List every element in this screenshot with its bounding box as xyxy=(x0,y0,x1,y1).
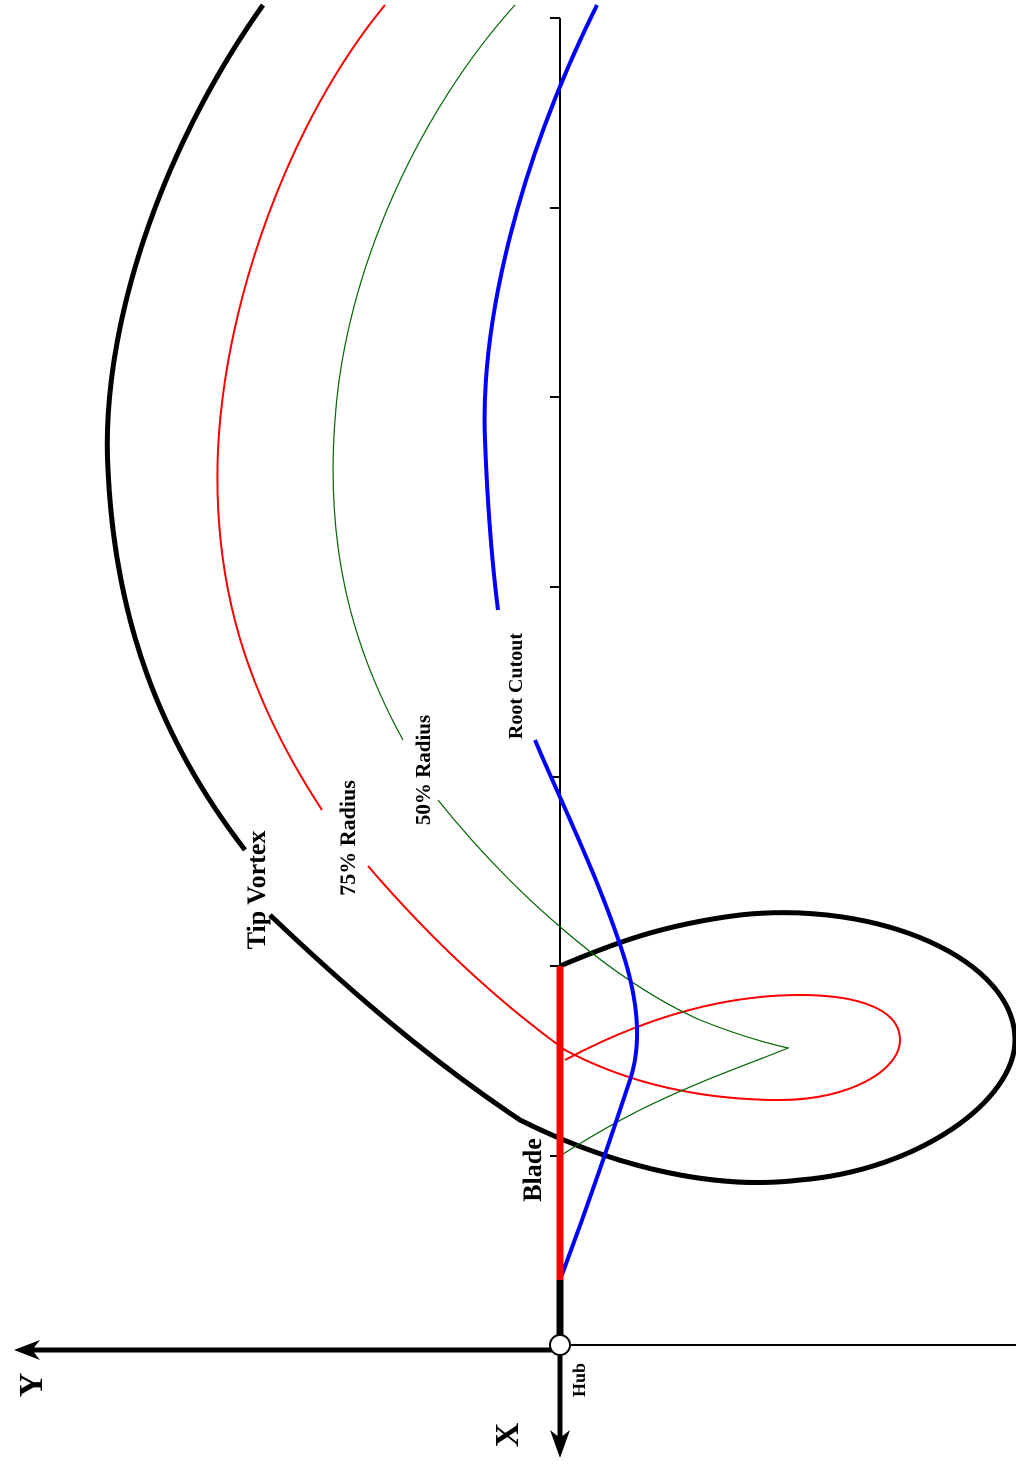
radius-75-curve xyxy=(216,4,386,811)
tip-vortex-curve-lower xyxy=(268,910,1016,1185)
x-axis-arrowhead xyxy=(550,1430,570,1458)
tip-vortex-curve xyxy=(104,3,266,852)
blade-label: Blade xyxy=(518,1138,547,1202)
y-axis-label: Y xyxy=(13,1373,50,1398)
root-cutout-curve xyxy=(482,4,599,611)
radius-50-curve xyxy=(332,4,516,741)
tip-vortex-label: Tip Vortex xyxy=(242,831,271,950)
root-cutout-label: Root Cutout xyxy=(505,633,527,739)
y-axis-arrowhead xyxy=(14,1340,40,1360)
root-cutout-curve-lower xyxy=(533,739,639,1281)
radius-75-curve-lower xyxy=(367,865,902,1102)
radius-50-label: 50% Radius xyxy=(411,715,435,825)
radius-75-label: 75% Radius xyxy=(335,780,360,896)
hub-circle xyxy=(549,1334,571,1356)
radius-50-curve-lower xyxy=(437,799,790,1157)
hub-label: Hub xyxy=(569,1363,589,1397)
x-axis-label: X xyxy=(489,1422,526,1447)
